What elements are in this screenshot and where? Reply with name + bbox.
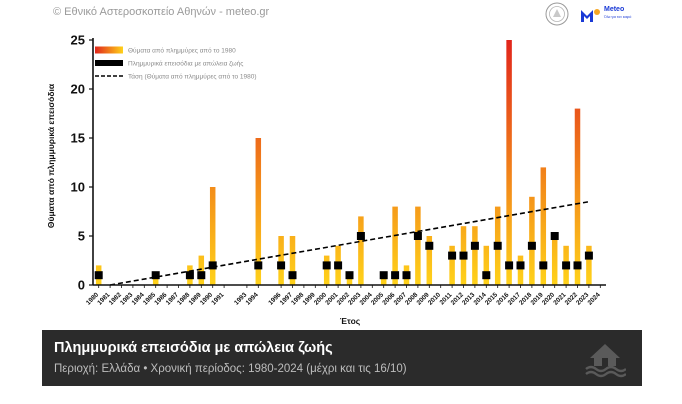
legend-marker-swatch bbox=[95, 60, 123, 66]
legend-bar-swatch bbox=[95, 46, 123, 54]
marker-1989 bbox=[197, 271, 206, 280]
marker-1994 bbox=[254, 261, 263, 270]
marker-2022 bbox=[573, 261, 582, 270]
bar-1997 bbox=[289, 236, 296, 285]
chart-axes bbox=[89, 38, 606, 288]
y-tick-label: 10 bbox=[71, 180, 85, 195]
bar-1996 bbox=[278, 236, 284, 285]
bar-2013 bbox=[472, 226, 478, 285]
marker-2011 bbox=[448, 251, 457, 260]
x-tick-label: 1994 bbox=[245, 291, 260, 306]
top-bar: © Εθνικό Αστεροσκοπείο Αθηνών - meteo.gr… bbox=[0, 0, 682, 30]
meteo-logo-label: Meteo bbox=[604, 6, 625, 13]
bar-2017 bbox=[517, 255, 524, 285]
x-axis-label: Έτος bbox=[340, 316, 361, 326]
copyright-credit: © Εθνικό Αστεροσκοπείο Αθηνών - meteo.gr bbox=[53, 6, 270, 18]
bar-1990 bbox=[209, 187, 216, 285]
bar-2023 bbox=[586, 245, 592, 285]
marker-2021 bbox=[562, 261, 571, 270]
bar-2018 bbox=[529, 196, 535, 285]
x-tick-labels: 1980198119821983198419851986198719881989… bbox=[85, 291, 602, 306]
y-axis-label: Θύματα από πλημμυρικά επεισόδια bbox=[46, 83, 56, 228]
flood-fatalities-chart: Θύματα από πλημμύρες από το 1980 Πλημμυρι… bbox=[46, 33, 606, 326]
marker-2001 bbox=[334, 261, 343, 270]
marker-2018 bbox=[527, 241, 536, 250]
marker-2012 bbox=[459, 251, 468, 260]
bar-2000 bbox=[323, 255, 330, 285]
bar-2002 bbox=[346, 275, 353, 285]
trend-line bbox=[109, 200, 590, 286]
chart-subtitle: Περιοχή: Ελλάδα • Χρονική περίοδος: 1980… bbox=[54, 363, 407, 375]
y-tick-labels: 0 5 10 15 20 25 bbox=[71, 33, 85, 293]
marker-2020 bbox=[550, 232, 559, 240]
bar-2022 bbox=[574, 108, 581, 285]
marker-2013 bbox=[470, 241, 479, 250]
bar-1994 bbox=[255, 138, 262, 285]
chart-legend: Θύματα από πλημμύρες από το 1980 Πλημμυρι… bbox=[95, 46, 257, 81]
bar-2003 bbox=[358, 216, 364, 285]
bar-2014 bbox=[483, 245, 490, 285]
y-tick-label: 20 bbox=[71, 82, 85, 97]
bar-2008 bbox=[415, 206, 421, 285]
y-tick-label: 0 bbox=[78, 278, 85, 293]
legend-label: Τάση (Θύματα από πλημμύρες από το 1980) bbox=[128, 73, 257, 81]
y-tick-label: 5 bbox=[78, 229, 85, 244]
marker-2002 bbox=[345, 271, 354, 280]
marker-2014 bbox=[482, 271, 491, 280]
bar-2006 bbox=[392, 206, 398, 285]
marker-1980 bbox=[94, 271, 103, 280]
bar-1985 bbox=[152, 275, 159, 285]
x-tick-label: 1991 bbox=[210, 291, 225, 306]
bar-2016 bbox=[506, 40, 512, 285]
bar-2020 bbox=[551, 236, 558, 285]
bar-2009 bbox=[426, 236, 433, 285]
marker-1988 bbox=[185, 271, 194, 280]
marker-2007 bbox=[402, 271, 411, 280]
legend-label: Πλημμυρικά επεισόδια με απώλεια ζωής bbox=[128, 60, 243, 68]
chart-title: Πλημμυρικά επεισόδια με απώλεια ζωής bbox=[54, 340, 333, 356]
marker-2005 bbox=[379, 271, 388, 280]
marker-2019 bbox=[539, 261, 548, 270]
marker-1990 bbox=[208, 261, 217, 270]
marker-1985 bbox=[151, 271, 160, 280]
x-tick-label: 2024 bbox=[587, 291, 602, 306]
marker-2023 bbox=[584, 251, 593, 260]
marker-2009 bbox=[425, 241, 434, 250]
meteo-logo: Meteo Όλα για τον καιρό bbox=[580, 4, 640, 26]
y-tick-label: 15 bbox=[71, 131, 85, 146]
marker-2016 bbox=[505, 261, 514, 270]
marker-2000 bbox=[322, 261, 331, 270]
marker-2008 bbox=[413, 232, 422, 240]
bar-2011 bbox=[449, 245, 455, 285]
meteo-logo-tagline: Όλα για τον καιρό bbox=[604, 15, 632, 19]
marker-1997 bbox=[288, 271, 297, 280]
flooded-house-icon bbox=[585, 344, 626, 378]
marker-2017 bbox=[516, 261, 525, 270]
chart-footer: Πλημμυρικά επεισόδια με απώλεια ζωής Περ… bbox=[42, 330, 642, 386]
observatory-seal-icon bbox=[545, 2, 569, 26]
marker-2006 bbox=[391, 271, 400, 280]
marker-1996 bbox=[277, 261, 286, 270]
meteo-logo-icon bbox=[581, 9, 600, 22]
bar-1989 bbox=[198, 255, 205, 285]
y-tick-label: 25 bbox=[71, 33, 85, 48]
bar-2005 bbox=[380, 275, 387, 285]
marker-2015 bbox=[493, 241, 502, 250]
marker-2003 bbox=[356, 232, 365, 240]
marker-series bbox=[94, 232, 593, 280]
legend-label: Θύματα από πλημμύρες από το 1980 bbox=[128, 47, 236, 55]
bar-2019 bbox=[540, 167, 547, 285]
